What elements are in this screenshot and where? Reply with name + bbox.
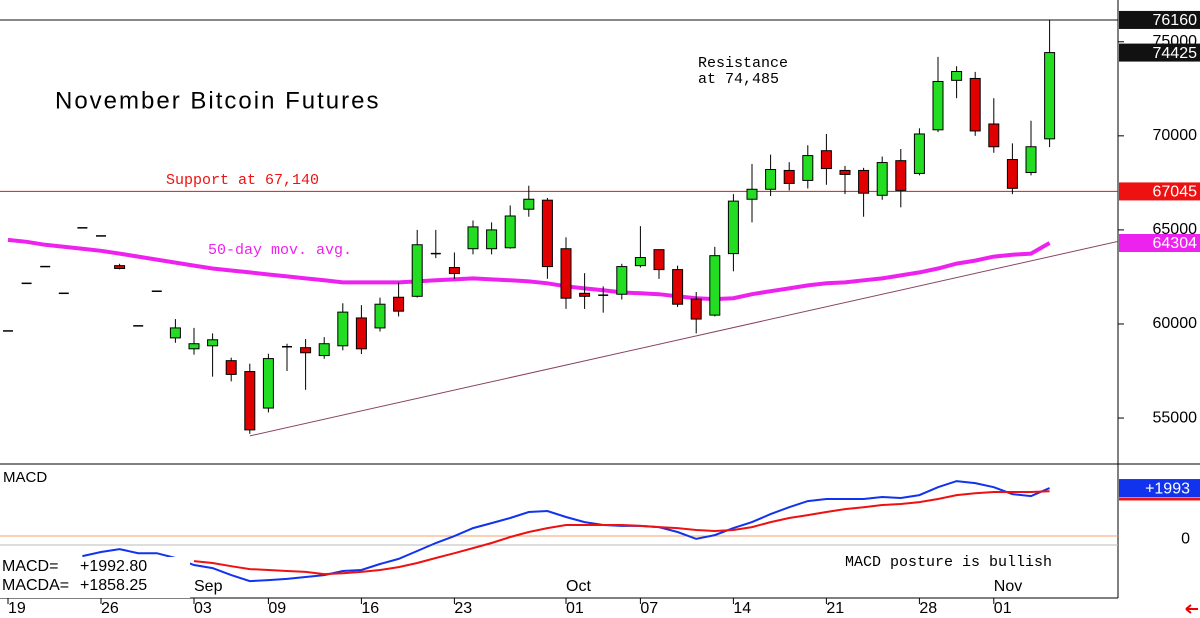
price-box-label: 67045 [1153, 184, 1198, 201]
price-box [1119, 43, 1200, 62]
annotation: Support at 67,140 [166, 172, 319, 189]
x-tick-label: 26 [101, 600, 119, 617]
candle-body [486, 229, 498, 250]
price-box-label: 76160 [1153, 12, 1198, 29]
macd-note: MACD posture is bullish [845, 554, 1052, 571]
macd-title: MACD [3, 469, 47, 486]
candle-body [1006, 159, 1018, 189]
candle-body [579, 292, 591, 297]
y-tick-label: 60000 [1153, 315, 1198, 332]
candle-body [783, 169, 795, 184]
candle-body [448, 267, 460, 275]
y-tick-label: 55000 [1153, 409, 1198, 426]
macd-line [82, 480, 1050, 583]
x-tick-label: 07 [640, 600, 658, 617]
candle-body [225, 360, 237, 375]
candle-body [207, 339, 219, 347]
x-tick-label: 19 [8, 600, 26, 617]
candle-body [932, 80, 944, 131]
candle-body [337, 311, 349, 347]
candle-body [300, 347, 312, 354]
x-tick-label: 14 [733, 600, 751, 617]
readout-value: +1858.25 [80, 577, 147, 594]
candle-body [858, 169, 870, 194]
price-box [1119, 10, 1200, 29]
x-tick-label: 16 [361, 600, 379, 617]
candle-body [504, 215, 516, 249]
candle-body [114, 265, 126, 269]
scroll-arrow[interactable] [1185, 604, 1198, 614]
candle-body [355, 317, 367, 350]
macd-box [1119, 479, 1200, 498]
candle-body [690, 298, 702, 320]
readout-value: +1992.80 [80, 558, 147, 575]
candle-body [895, 160, 907, 191]
price-pane [0, 19, 1118, 437]
annotation: Resistance [698, 55, 788, 72]
macd-box-label: +1993 [1145, 480, 1190, 497]
candle-body [318, 343, 330, 357]
candle-body [839, 169, 851, 175]
readout-box [0, 557, 190, 598]
candle-body [913, 133, 925, 174]
candle-body [560, 248, 572, 299]
month-label: Sep [194, 578, 223, 595]
y-tick-label: 0 [1181, 530, 1190, 547]
month-label: Nov [994, 578, 1022, 595]
candle-body [374, 303, 386, 329]
ma-label: 50-day mov. avg. [208, 242, 352, 259]
x-tick-label: 01 [566, 600, 584, 617]
readout-name: MACDA= [2, 577, 69, 594]
candle-body [634, 257, 646, 267]
chart-title: November Bitcoin Futures [55, 87, 380, 114]
candle-body [1025, 146, 1037, 174]
x-tick-label: 23 [454, 600, 472, 617]
candle-body [169, 327, 181, 339]
annotation: at 74,485 [698, 71, 779, 88]
candle-body [244, 371, 256, 431]
candle-body [727, 200, 739, 255]
candle-body [467, 226, 479, 250]
macd-line [193, 490, 1050, 576]
candle-body [541, 199, 553, 268]
x-tick-label: 09 [268, 600, 286, 617]
candle-body [411, 244, 423, 297]
candle-body [969, 77, 981, 132]
candle-body [393, 296, 405, 312]
x-tick-label: 03 [194, 600, 212, 617]
moving-average [7, 237, 1051, 302]
candle-body [951, 70, 963, 81]
candle-body [262, 358, 274, 409]
readout-name: MACD= [2, 558, 58, 575]
candle-body [746, 188, 758, 200]
candle-body [765, 169, 777, 190]
candle-body [188, 343, 200, 350]
candle-body [523, 198, 535, 210]
candle-body [820, 150, 832, 170]
candle-body [616, 266, 628, 295]
price-box-label: 64304 [1153, 235, 1198, 252]
candle-body [709, 255, 721, 316]
candle-body [653, 249, 665, 271]
x-tick-label: 21 [826, 600, 844, 617]
x-tick-label: 01 [994, 600, 1012, 617]
candle-body [672, 269, 684, 305]
price-box [1119, 233, 1200, 252]
candle-body [1044, 52, 1056, 140]
price-box [1119, 182, 1200, 201]
y-tick-label: 70000 [1153, 127, 1198, 144]
y-tick-label: 65000 [1153, 221, 1198, 238]
candle-body [876, 162, 888, 196]
x-tick-label: 28 [919, 600, 937, 617]
candle-body [802, 155, 814, 181]
month-label: Oct [566, 578, 591, 595]
price-box-label: 74425 [1153, 45, 1198, 62]
candle-body [988, 123, 1000, 148]
trendline [249, 240, 1118, 437]
